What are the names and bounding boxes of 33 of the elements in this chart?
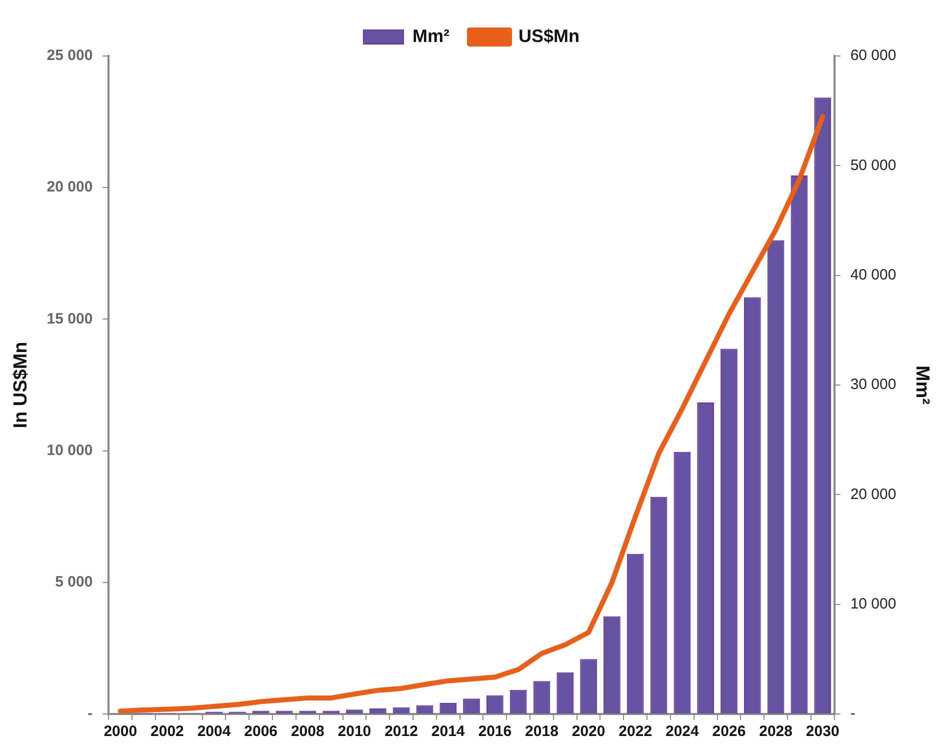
- y2-tick-label: 10 000: [850, 595, 896, 612]
- x-tick-label: 2026: [712, 723, 746, 740]
- y-tick-label: 10 000: [46, 442, 93, 459]
- x-tick-label: 2018: [525, 723, 558, 740]
- x-tick-label: 2000: [104, 723, 138, 740]
- x-tick-label: 2016: [478, 723, 512, 740]
- x-tick-label: 2004: [197, 723, 232, 740]
- x-tick-label: 2020: [572, 723, 606, 740]
- x-tick-label: 2014: [431, 723, 466, 740]
- y2-tick-label: 50 000: [850, 156, 896, 174]
- legend-label: US$Mn: [518, 26, 580, 46]
- y-tick-label: 25 000: [46, 47, 93, 64]
- x-tick-label: 2028: [759, 723, 792, 740]
- y2-tick-label: -: [850, 705, 856, 722]
- x-tick-label: 2006: [244, 723, 278, 740]
- x-tick-label: 2010: [338, 723, 372, 740]
- x-tick-label: 2012: [384, 723, 418, 740]
- x-tick-label: 2002: [150, 723, 184, 740]
- legend-label: Mm²: [412, 26, 450, 46]
- x-tick-label: 2030: [806, 723, 840, 740]
- y-axis-title: In US$Mn: [10, 342, 32, 428]
- y-tick-label: 20 000: [46, 178, 93, 196]
- y-tick-label: -: [88, 705, 93, 722]
- x-tick-label: 2024: [665, 723, 700, 740]
- y-tick-label: 15 000: [46, 310, 93, 328]
- y2-tick-label: 30 000: [850, 376, 896, 394]
- y2-axis-title: Mm²: [911, 365, 932, 405]
- y2-tick-label: 20 000: [850, 486, 896, 503]
- x-tick-label: 2008: [290, 723, 324, 740]
- y2-tick-label: 40 000: [850, 266, 896, 284]
- x-tick-label: 2022: [618, 723, 652, 740]
- y-tick-label: 5 000: [55, 574, 93, 591]
- y2-tick-label: 60 000: [850, 47, 896, 64]
